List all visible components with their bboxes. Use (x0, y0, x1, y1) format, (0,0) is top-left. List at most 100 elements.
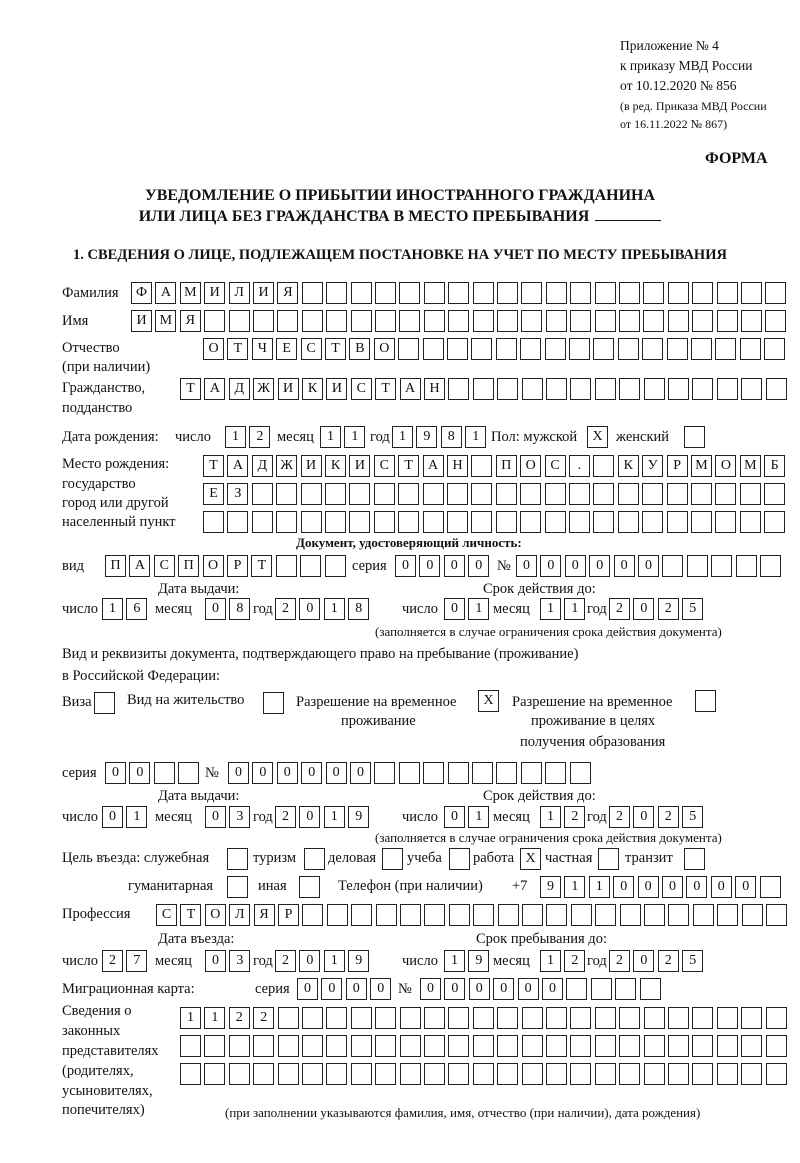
char-cell[interactable] (569, 338, 590, 360)
char-cell[interactable] (398, 511, 420, 533)
char-cell[interactable]: Л (228, 282, 250, 304)
checkbox-cell[interactable] (227, 876, 248, 898)
char-cell[interactable] (765, 378, 787, 400)
char-cell[interactable] (448, 1063, 470, 1085)
char-cell[interactable] (691, 483, 712, 505)
char-cell[interactable] (276, 511, 298, 533)
char-cell[interactable] (643, 1007, 665, 1029)
char-cell[interactable] (765, 282, 787, 304)
char-cell[interactable] (448, 1035, 470, 1057)
char-cell[interactable] (741, 310, 762, 332)
char-cell[interactable] (594, 1007, 616, 1029)
char-cell[interactable] (301, 310, 323, 332)
char-cell[interactable]: 0 (735, 876, 757, 898)
char-cell[interactable] (228, 310, 250, 332)
checkbox-cell[interactable]: X (520, 848, 541, 870)
char-cell[interactable]: 0 (420, 978, 441, 1000)
char-cell[interactable] (324, 555, 346, 577)
char-cell[interactable] (741, 1007, 763, 1029)
char-cell[interactable] (765, 1007, 787, 1029)
char-cell[interactable] (520, 762, 542, 784)
char-cell[interactable] (277, 1007, 299, 1029)
char-cell[interactable]: Ж (276, 455, 298, 477)
char-cell[interactable]: 2 (657, 598, 679, 620)
char-cell[interactable] (570, 1007, 592, 1029)
char-cell[interactable]: 2 (102, 950, 123, 972)
char-cell[interactable] (326, 1035, 348, 1057)
char-cell[interactable]: Я (277, 282, 299, 304)
char-cell[interactable]: 0 (350, 762, 371, 784)
char-cell[interactable] (375, 1063, 397, 1085)
char-cell[interactable] (666, 483, 688, 505)
char-cell[interactable]: 1 (468, 598, 490, 620)
char-cell[interactable] (570, 310, 592, 332)
char-cell[interactable] (569, 483, 590, 505)
char-cell[interactable] (546, 1063, 567, 1085)
char-cell[interactable]: 1 (540, 598, 561, 620)
char-cell[interactable] (643, 1035, 665, 1057)
char-cell[interactable] (692, 310, 714, 332)
char-cell[interactable] (716, 378, 738, 400)
char-cell[interactable] (228, 1035, 250, 1057)
char-cell[interactable]: С (544, 455, 566, 477)
char-cell[interactable] (615, 978, 637, 1000)
char-cell[interactable] (228, 1063, 250, 1085)
char-cell[interactable]: Т (251, 555, 273, 577)
char-cell[interactable] (617, 338, 639, 360)
char-cell[interactable] (350, 1063, 372, 1085)
char-cell[interactable] (497, 310, 518, 332)
char-cell[interactable] (642, 511, 664, 533)
char-cell[interactable] (545, 282, 567, 304)
char-cell[interactable]: 0 (444, 598, 465, 620)
char-cell[interactable] (639, 978, 661, 1000)
char-cell[interactable] (619, 904, 641, 926)
char-cell[interactable] (375, 310, 396, 332)
char-cell[interactable]: 0 (299, 598, 321, 620)
char-cell[interactable]: 0 (633, 950, 655, 972)
char-cell[interactable]: 0 (228, 762, 249, 784)
char-cell[interactable]: 8 (440, 426, 462, 448)
char-cell[interactable] (643, 310, 665, 332)
char-cell[interactable] (686, 555, 708, 577)
char-cell[interactable] (424, 904, 446, 926)
char-cell[interactable] (692, 282, 714, 304)
char-cell[interactable]: 0 (633, 806, 655, 828)
char-cell[interactable] (521, 1007, 543, 1029)
place-of-stay-blank[interactable] (595, 206, 662, 221)
char-cell[interactable] (277, 310, 299, 332)
char-cell[interactable] (566, 978, 588, 1000)
char-cell[interactable] (619, 282, 640, 304)
char-cell[interactable]: 0 (542, 978, 563, 1000)
char-cell[interactable] (594, 1035, 616, 1057)
char-cell[interactable]: Д (251, 455, 273, 477)
char-cell[interactable]: М (691, 455, 712, 477)
char-cell[interactable]: Ж (253, 378, 275, 400)
char-cell[interactable]: К (302, 378, 323, 400)
char-cell[interactable]: 1 (344, 426, 366, 448)
char-cell[interactable]: 9 (540, 876, 561, 898)
char-cell[interactable]: 1 (540, 806, 561, 828)
char-cell[interactable] (400, 904, 421, 926)
char-cell[interactable] (594, 282, 616, 304)
char-cell[interactable] (741, 904, 763, 926)
char-cell[interactable]: Ч (251, 338, 273, 360)
char-cell[interactable]: 1 (323, 950, 345, 972)
char-cell[interactable] (544, 338, 566, 360)
char-cell[interactable]: Т (227, 338, 249, 360)
char-cell[interactable]: 0 (370, 978, 392, 1000)
char-cell[interactable]: А (155, 282, 177, 304)
checkbox-cell[interactable] (684, 848, 705, 870)
char-cell[interactable] (495, 511, 517, 533)
char-cell[interactable] (497, 282, 518, 304)
char-cell[interactable] (520, 483, 542, 505)
char-cell[interactable] (302, 904, 324, 926)
char-cell[interactable] (644, 904, 665, 926)
char-cell[interactable]: 0 (129, 762, 151, 784)
char-cell[interactable] (398, 483, 420, 505)
char-cell[interactable]: 1 (180, 1007, 201, 1029)
char-cell[interactable]: 0 (321, 978, 343, 1000)
char-cell[interactable]: 0 (102, 806, 123, 828)
char-cell[interactable]: 0 (105, 762, 126, 784)
char-cell[interactable]: 0 (205, 598, 226, 620)
char-cell[interactable]: 0 (297, 978, 318, 1000)
